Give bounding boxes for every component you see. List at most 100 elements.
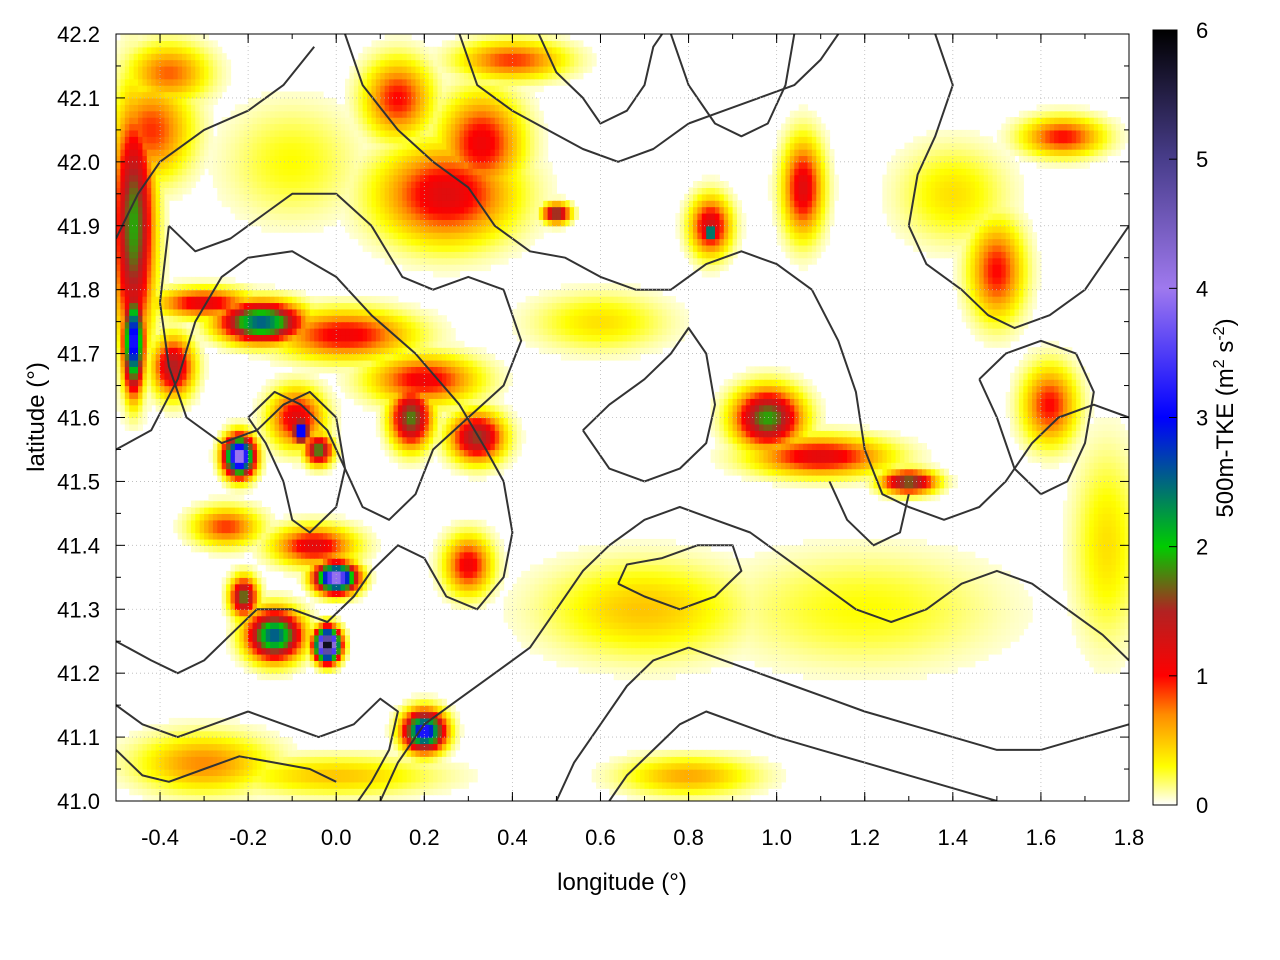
heat-cell — [323, 558, 328, 566]
heat-cell — [653, 590, 659, 598]
heat-cell — [397, 762, 403, 770]
heat-cell — [983, 622, 989, 630]
heat-cell — [1062, 564, 1068, 572]
heat-cell — [895, 570, 901, 578]
heat-cell — [692, 666, 698, 674]
heat-cell — [182, 724, 188, 732]
heat-cell — [877, 570, 883, 578]
heat-cell — [226, 526, 232, 534]
heat-cell — [737, 749, 743, 757]
heat-cell — [939, 609, 945, 617]
heat-cell — [287, 551, 293, 559]
heat-cell — [226, 794, 232, 801]
heat-cell — [913, 647, 919, 655]
heat-cell — [644, 775, 650, 783]
heat-cell — [631, 551, 637, 559]
heat-cell — [437, 551, 443, 559]
heat-cell — [741, 564, 747, 572]
heat-cell — [899, 538, 905, 546]
heat-cell — [864, 596, 870, 604]
heat-cell — [979, 653, 985, 661]
heat-cell — [490, 551, 496, 559]
heat-cell — [362, 538, 368, 546]
heat-cell — [446, 532, 452, 540]
heat-cell — [785, 666, 791, 674]
heat-cell — [345, 519, 351, 527]
heat-cell — [847, 558, 853, 566]
heat-cell — [265, 628, 271, 636]
heat-cell — [450, 602, 456, 610]
heat-cell — [763, 590, 769, 598]
heat-cell — [847, 551, 853, 559]
heat-cell — [833, 481, 839, 489]
heat-cell — [710, 634, 716, 642]
heat-cell — [728, 590, 734, 598]
heat-cell — [798, 551, 804, 559]
heat-cell — [626, 622, 632, 630]
heat-cell — [648, 558, 654, 566]
heat-cell — [521, 570, 527, 578]
heat-cell — [591, 558, 597, 566]
heat-cell — [930, 564, 936, 572]
heat-cell — [833, 545, 839, 553]
heat-cell — [199, 762, 205, 770]
heat-cell — [719, 788, 725, 796]
heat-cell — [798, 583, 804, 591]
heat-cell — [512, 602, 518, 610]
heat-cell — [626, 653, 632, 661]
heat-cell — [437, 762, 443, 770]
heat-cell — [569, 660, 575, 668]
heat-cell — [772, 609, 778, 617]
heat-cell — [292, 513, 298, 521]
heat-cell — [737, 769, 743, 777]
heat-cell — [869, 628, 875, 636]
heat-cell — [899, 494, 905, 502]
heat-cell — [944, 596, 950, 604]
heat-cell — [635, 538, 641, 546]
heat-cell — [776, 653, 782, 661]
heat-cell — [662, 628, 668, 636]
heat-cell — [785, 583, 791, 591]
heat-cell — [701, 794, 707, 801]
heat-cell — [142, 762, 148, 770]
heat-cell — [882, 583, 888, 591]
heat-cell — [714, 602, 720, 610]
heat-cell — [415, 788, 421, 796]
heat-cell — [1076, 570, 1082, 578]
heat-cell — [741, 628, 747, 636]
heat-cell — [657, 762, 663, 770]
heat-cell — [1098, 494, 1104, 502]
heat-cell — [402, 711, 408, 719]
heat-cell — [124, 769, 130, 777]
heat-cell — [485, 570, 491, 578]
heat-cell — [353, 526, 359, 534]
heat-cell — [944, 551, 950, 559]
heat-cell — [701, 609, 707, 617]
heat-cell — [384, 762, 390, 770]
heat-cell — [697, 615, 703, 623]
heat-cell — [287, 634, 293, 642]
heat-cell — [199, 730, 205, 738]
heat-cell — [737, 628, 743, 636]
heat-cell — [701, 666, 707, 674]
heat-cell — [618, 660, 624, 668]
heat-cell — [886, 673, 892, 681]
heat-cell — [278, 794, 284, 801]
heat-cell — [714, 756, 720, 764]
heat-cell — [164, 788, 170, 796]
heat-cell — [208, 724, 214, 732]
heat-cell — [745, 749, 751, 757]
heat-cell — [719, 647, 725, 655]
heat-cell — [358, 545, 364, 553]
heat-cell — [759, 596, 765, 604]
heat-cell — [754, 609, 760, 617]
heat-cell — [1076, 622, 1082, 630]
heat-cell — [278, 769, 284, 777]
heat-cell — [772, 615, 778, 623]
heat-cell — [208, 506, 214, 514]
heat-cell — [776, 622, 782, 630]
heat-cell — [1080, 570, 1086, 578]
heat-cell — [701, 577, 707, 585]
heat-cell — [904, 634, 910, 642]
heat-cell — [230, 506, 236, 514]
